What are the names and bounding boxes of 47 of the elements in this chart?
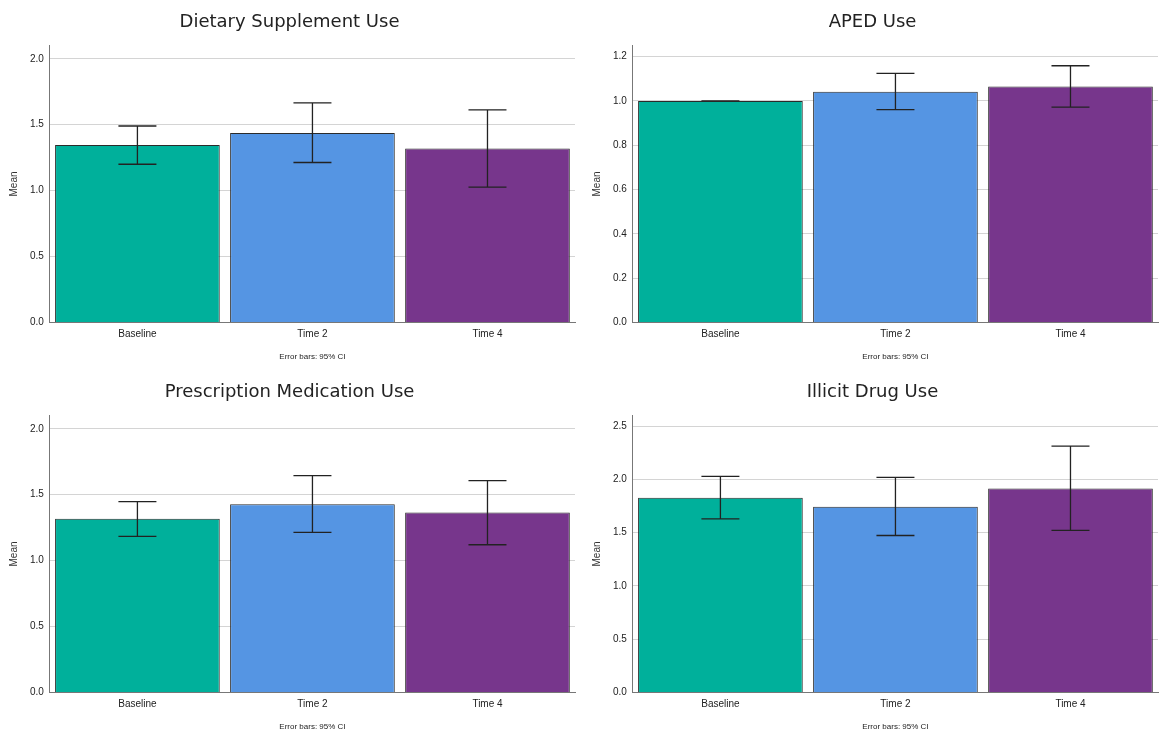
y-tick-label: 0.2 (613, 271, 628, 283)
y-tick-label: 0.4 (613, 227, 628, 239)
x-tick-label: Time 2 (880, 328, 911, 340)
y-tick-label: 0.8 (613, 139, 628, 150)
y-tick-label: 2.0 (613, 473, 628, 485)
y-tick-label: 0.5 (30, 250, 45, 262)
text: Error bars: 95% CI (862, 352, 929, 362)
y-tick-label: 1.5 (30, 118, 45, 130)
x-tick-label: Time 4 (1055, 698, 1087, 710)
y-tick-label: 0.5 (30, 620, 45, 632)
chart-title: Prescription Medication Use (164, 380, 415, 402)
y-axis-title: Mean (7, 171, 19, 197)
x-tick-label: Baseline (118, 328, 158, 340)
y-tick-label: 1.0 (613, 579, 628, 591)
x-tick-label: Time 4 (472, 698, 504, 710)
y-tick-label: 0.5 (613, 632, 628, 644)
x-tick-label: Baseline (701, 698, 741, 710)
y-tick-label: 0.6 (613, 183, 628, 195)
y-tick-label: 1.5 (613, 526, 628, 538)
chart-title: Dietary Supplement Use (179, 10, 400, 32)
chart-title: APED Use (828, 10, 917, 32)
y-axis-title: Mean (590, 541, 602, 567)
y-axis-title: Mean (7, 541, 19, 567)
chart-title: Illicit Drug Use (806, 380, 939, 402)
y-tick-label: 1.2 (613, 50, 628, 62)
x-tick-label: Baseline (701, 328, 741, 340)
y-tick-label: 1.0 (30, 554, 45, 566)
x-tick-label: Time 2 (880, 698, 911, 710)
y-tick-label: 0.0 (30, 686, 45, 698)
text: Error bars: 95% CI (862, 722, 929, 732)
x-tick-label: Time 2 (297, 698, 328, 710)
y-tick-label: 2.0 (30, 422, 45, 434)
y-tick-label: 2.0 (30, 52, 45, 64)
x-tick-label: Time 4 (472, 328, 504, 340)
y-tick-label: 1.0 (613, 94, 628, 106)
y-tick-label: 2.5 (613, 420, 628, 431)
text: Error bars: 95% CI (279, 722, 346, 732)
y-tick-label: 1.0 (30, 184, 45, 196)
x-tick-label: Time 4 (1055, 328, 1087, 340)
x-tick-label: Time 2 (297, 328, 328, 340)
y-tick-label: 0.0 (613, 316, 628, 328)
y-tick-label: 0.0 (30, 316, 45, 328)
text: Error bars: 95% CI (279, 352, 346, 362)
y-tick-label: 1.5 (30, 488, 45, 500)
y-axis-title: Mean (590, 171, 602, 197)
y-tick-label: 0.0 (613, 686, 628, 698)
x-tick-label: Baseline (118, 698, 158, 710)
